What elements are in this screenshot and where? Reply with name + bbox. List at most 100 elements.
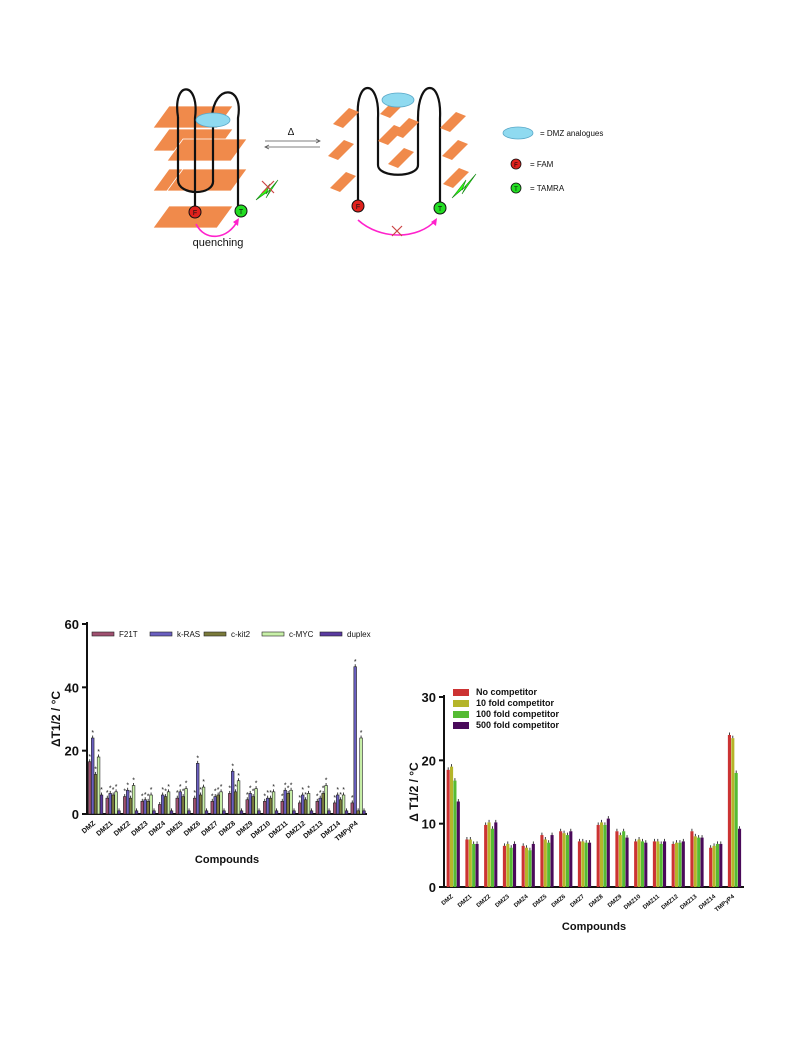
significance-star: * [100, 787, 103, 794]
significance-star: * [97, 749, 100, 756]
bar-DMZ1-c-MYC [114, 791, 118, 815]
bar-DMZ10-c-kit2 [268, 797, 273, 815]
bar-DMZ1-No-competitor [465, 839, 469, 887]
bar-DMZ3-k-RAS [143, 799, 147, 815]
x-tick-label-DMZ12: DMZ12 [661, 894, 680, 912]
bar-DMZ13-F21T [315, 801, 319, 815]
significance-star: * [176, 790, 179, 797]
bar-DMZ3-duplex [152, 810, 156, 815]
x-tick-label-DMZ13: DMZ13 [679, 894, 698, 912]
guanine-plate [388, 148, 414, 168]
bar-DMZ7-F21T [210, 801, 214, 815]
quenching-label: quenching [193, 237, 244, 249]
significance-star: * [298, 795, 301, 802]
significance-star: * [185, 781, 188, 788]
bar-DMZ14-duplex [344, 810, 349, 815]
bar-DMZ2-100-fold-competitor [490, 828, 494, 887]
legend-tamra-letter: T [514, 187, 518, 193]
bar-DMZ13-c-kit2 [321, 793, 325, 815]
bar-TMPyP4-duplex [362, 810, 366, 815]
bar-DMZ5-c-kit2 [181, 796, 185, 815]
bar-DMZ9-c-MYC [254, 788, 258, 815]
significance-star: * [179, 784, 182, 791]
bar-DMZ2-c-MYC [131, 785, 136, 815]
bar-DMZ13-100-fold-competitor [697, 837, 701, 887]
bar-DMZ3-10-fold-competitor [506, 843, 510, 887]
x-tick-label-DMZ6: DMZ6 [551, 894, 568, 910]
bar-DMZ5-100-fold-competitor [547, 842, 551, 887]
legend-fam-letter: F [514, 163, 518, 169]
bar-DMZ13-c-MYC [324, 785, 328, 815]
significance-star: * [228, 785, 231, 792]
legend-swatch-c-kit2 [203, 631, 227, 637]
y-tick-label: 30 [422, 690, 436, 705]
significance-star: * [325, 778, 328, 785]
significance-star: * [167, 784, 170, 791]
bar-DMZ8-10-fold-competitor [600, 822, 604, 887]
x-tick-label-DMZ5: DMZ5 [165, 820, 184, 838]
legend-fam-text: = FAM [530, 160, 554, 169]
bar-DMZ14-c-MYC [341, 794, 346, 815]
g-quartet-plate [166, 168, 248, 192]
bar-DMZ12-F21T [298, 802, 302, 815]
dna-strand [176, 117, 215, 193]
tamra-letter: T [438, 206, 443, 213]
bar-DMZ7-10-fold-competitor [581, 841, 585, 887]
bar-DMZ-c-kit2 [93, 774, 98, 815]
bar-DMZ7-c-MYC [219, 791, 223, 815]
tamra-label-circle [433, 201, 447, 215]
bar-DMZ12-100-fold-competitor [678, 842, 682, 887]
x-tick-label-DMZ1: DMZ1 [457, 894, 474, 910]
legend-fam-icon [510, 158, 522, 170]
significance-star: * [263, 793, 266, 800]
bar-DMZ10-k-RAS [266, 797, 270, 815]
bar-DMZ8-500-fold-competitor [606, 818, 610, 887]
bar-DMZ1-k-RAS [108, 793, 112, 815]
bar-DMZ5-500-fold-competitor [550, 835, 554, 887]
bar-DMZ8-F21T [228, 793, 232, 815]
x-tick-label-DMZ7: DMZ7 [200, 820, 219, 838]
legend-swatch-c-MYC [261, 631, 285, 637]
bar-DMZ1-c-kit2 [111, 794, 115, 815]
significance-star: * [123, 789, 126, 796]
legend-label-No-competitor: No competitor [476, 687, 537, 697]
bar-DMZ11-c-MYC [289, 789, 293, 815]
separation-arc [357, 219, 437, 236]
significance-star: * [336, 787, 339, 794]
x-tick-label-DMZ2: DMZ2 [113, 820, 132, 838]
legend-label-duplex: duplex [347, 630, 371, 639]
separation-arrowhead [431, 218, 437, 226]
bar-DMZ11-duplex [292, 810, 296, 815]
significance-star: * [287, 785, 290, 792]
bar-DMZ14-500-fold-competitor [719, 843, 723, 887]
legend-tamra-icon [510, 182, 522, 194]
bar-DMZ11-100-fold-competitor [659, 843, 663, 887]
bar-DMZ6-No-competitor [559, 831, 563, 887]
x-tick-label-DMZ8: DMZ8 [588, 894, 605, 910]
legend-tamra-text: = TAMRA [530, 184, 565, 193]
bar-DMZ-No-competitor [446, 769, 450, 887]
x-tick-label-DMZ5: DMZ5 [532, 894, 549, 910]
significance-star: * [164, 789, 167, 796]
bar-DMZ1-500-fold-competitor [475, 843, 479, 887]
legend-label-F21T: F21T [119, 630, 138, 639]
bar-DMZ9-100-fold-competitor [622, 831, 626, 887]
bar-TMPyP4-10-fold-competitor [731, 738, 735, 887]
bar-DMZ11-500-fold-competitor [663, 841, 667, 887]
bar-TMPyP4-k-RAS [353, 666, 357, 815]
bar-DMZ12-c-MYC [306, 793, 311, 815]
bar-DMZ6-500-fold-competitor [569, 831, 573, 887]
legend-label-c-MYC: c-MYC [289, 630, 314, 639]
significance-star: * [360, 730, 363, 737]
bar-DMZ4-500-fold-competitor [531, 843, 535, 887]
bar-DMZ3-F21T [140, 801, 144, 815]
x-tick-label-DMZ10: DMZ10 [623, 894, 642, 912]
bar-DMZ1-10-fold-competitor [468, 839, 472, 887]
g-quartet-plate [166, 138, 248, 162]
significance-star: * [272, 784, 275, 791]
bar-DMZ11-No-competitor [652, 841, 656, 887]
significance-star: * [144, 792, 147, 799]
